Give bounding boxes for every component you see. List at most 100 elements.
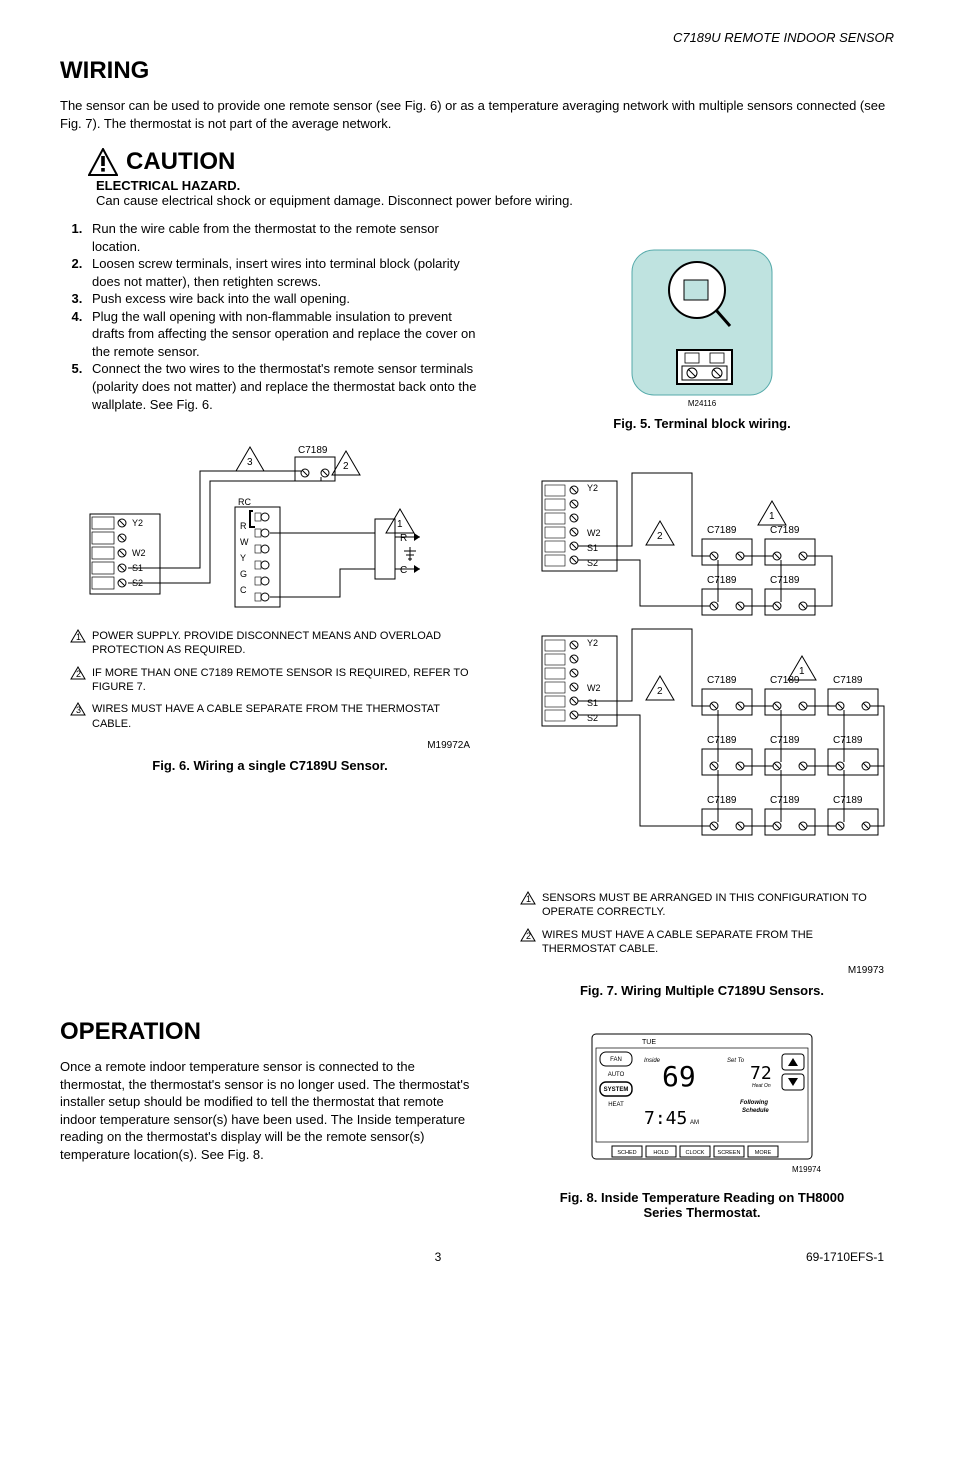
svg-text:C7189: C7189 (707, 795, 737, 806)
svg-text:C: C (240, 585, 247, 595)
svg-text:1: 1 (526, 894, 531, 904)
svg-text:Y2: Y2 (132, 518, 143, 528)
svg-text:S1: S1 (587, 698, 598, 708)
fig8: TUE FAN AUTO SYSTEM HEAT Inside 69 7:45 … (510, 1024, 894, 1220)
footer: 3 69-1710EFS-1 (60, 1250, 894, 1264)
svg-text:72: 72 (750, 1063, 772, 1084)
svg-text:C7189: C7189 (298, 445, 328, 456)
fig7: Y2 W2 S1 S2 (510, 461, 894, 998)
svg-text:1: 1 (76, 632, 81, 642)
svg-text:7:45: 7:45 (644, 1108, 687, 1129)
step-5: Connect the two wires to the thermostat'… (86, 360, 480, 413)
svg-text:C7189: C7189 (707, 575, 737, 586)
section-operation-title: OPERATION (60, 1018, 480, 1046)
svg-text:HEAT: HEAT (608, 1102, 624, 1108)
svg-text:CLOCK: CLOCK (686, 1150, 705, 1156)
wiring-steps: Run the wire cable from the thermostat t… (60, 220, 480, 413)
svg-text:C7189: C7189 (770, 795, 800, 806)
section-wiring-title: WIRING (60, 57, 894, 85)
svg-text:Y: Y (240, 553, 246, 563)
caution-block: CAUTION ELECTRICAL HAZARD. Can cause ele… (88, 148, 894, 208)
fig7-note-2: WIRES MUST HAVE A CABLE SEPARATE FROM TH… (542, 928, 884, 957)
svg-text:W2: W2 (587, 683, 601, 693)
svg-text:Y2: Y2 (587, 483, 598, 493)
svg-text:2: 2 (657, 686, 663, 697)
svg-text:W: W (240, 537, 249, 547)
fig5-caption: Fig. 5. Terminal block wiring. (510, 416, 894, 431)
svg-text:Inside: Inside (644, 1058, 661, 1064)
svg-text:C: C (400, 565, 407, 576)
svg-text:RC: RC (238, 497, 251, 507)
step-3: Push excess wire back into the wall open… (86, 290, 480, 308)
svg-text:C7189: C7189 (833, 735, 863, 746)
svg-text:W2: W2 (587, 528, 601, 538)
svg-text:2: 2 (526, 931, 531, 941)
svg-text:SCHED: SCHED (617, 1150, 636, 1156)
svg-text:C7189: C7189 (770, 525, 800, 536)
svg-text:1: 1 (799, 666, 805, 677)
svg-text:C7189: C7189 (833, 675, 863, 686)
svg-text:G: G (240, 569, 247, 579)
svg-text:Y2: Y2 (587, 638, 598, 648)
svg-text:HOLD: HOLD (653, 1150, 668, 1156)
svg-text:AUTO: AUTO (608, 1072, 625, 1078)
fig6-note-3: WIRES MUST HAVE A CABLE SEPARATE FROM TH… (92, 702, 470, 731)
triangle-1-icon: 1 (520, 891, 536, 905)
svg-text:S1: S1 (587, 543, 598, 553)
svg-text:M24116: M24116 (688, 399, 717, 408)
fig6-mcode: M19972A (70, 739, 470, 752)
step-2: Loosen screw terminals, insert wires int… (86, 255, 480, 290)
svg-text:3: 3 (76, 705, 81, 715)
svg-text:Following: Following (740, 1100, 768, 1106)
svg-text:Set To: Set To (727, 1058, 745, 1064)
svg-text:2: 2 (657, 531, 663, 542)
triangle-3-icon: 3 (70, 702, 86, 716)
svg-text:C7189: C7189 (707, 675, 737, 686)
svg-text:TUE: TUE (642, 1039, 656, 1046)
svg-text:R: R (240, 521, 247, 531)
svg-text:M19974: M19974 (792, 1165, 821, 1174)
caution-title: CAUTION (126, 148, 235, 176)
doc-header: C7189U REMOTE INDOOR SENSOR (60, 30, 894, 45)
svg-text:C7189: C7189 (770, 675, 800, 686)
fig7-caption: Fig. 7. Wiring Multiple C7189U Sensors. (510, 983, 894, 998)
svg-text:C7189: C7189 (707, 525, 737, 536)
doc-number: 69-1710EFS-1 (806, 1250, 884, 1264)
triangle-1-icon: 1 (70, 629, 86, 643)
svg-text:C7189: C7189 (833, 795, 863, 806)
svg-text:C7189: C7189 (770, 735, 800, 746)
triangle-2-icon: 2 (520, 928, 536, 942)
fig7-note-1: SENSORS MUST BE ARRANGED IN THIS CONFIGU… (542, 891, 884, 920)
step-1: Run the wire cable from the thermostat t… (86, 220, 480, 255)
svg-text:SCREEN: SCREEN (718, 1150, 741, 1156)
fig5: M24116 Fig. 5. Terminal block wiring. (510, 240, 894, 431)
svg-text:1: 1 (769, 511, 775, 522)
step-4: Plug the wall opening with non-flammable… (86, 308, 480, 361)
svg-text:2: 2 (343, 461, 349, 472)
operation-text: Once a remote indoor temperature sensor … (60, 1058, 480, 1163)
caution-subtitle: ELECTRICAL HAZARD. (96, 178, 894, 193)
svg-text:Schedule: Schedule (742, 1108, 769, 1114)
fig6: Y2 W2 (60, 429, 480, 773)
svg-text:C7189: C7189 (770, 575, 800, 586)
svg-text:FAN: FAN (610, 1057, 622, 1063)
wiring-intro: The sensor can be used to provide one re… (60, 97, 894, 132)
triangle-2-icon: 2 (70, 666, 86, 680)
svg-text:1: 1 (397, 519, 403, 530)
svg-text:C7189: C7189 (707, 735, 737, 746)
svg-text:AM: AM (690, 1120, 699, 1126)
svg-text:SYSTEM: SYSTEM (604, 1087, 629, 1093)
svg-text:Heat On: Heat On (752, 1083, 771, 1089)
svg-text:3: 3 (247, 457, 253, 468)
fig6-note-1: POWER SUPPLY. PROVIDE DISCONNECT MEANS A… (92, 629, 470, 658)
svg-text:MORE: MORE (755, 1150, 772, 1156)
svg-text:2: 2 (76, 669, 81, 679)
caution-triangle-icon (88, 148, 118, 176)
fig6-note-2: IF MORE THAN ONE C7189 REMOTE SENSOR IS … (92, 666, 470, 695)
fig7-mcode: M19973 (520, 964, 884, 977)
fig6-caption: Fig. 6. Wiring a single C7189U Sensor. (60, 758, 480, 773)
svg-text:69: 69 (662, 1060, 696, 1093)
page-number: 3 (70, 1250, 806, 1264)
caution-desc: Can cause electrical shock or equipment … (96, 193, 894, 208)
svg-text:W2: W2 (132, 548, 146, 558)
